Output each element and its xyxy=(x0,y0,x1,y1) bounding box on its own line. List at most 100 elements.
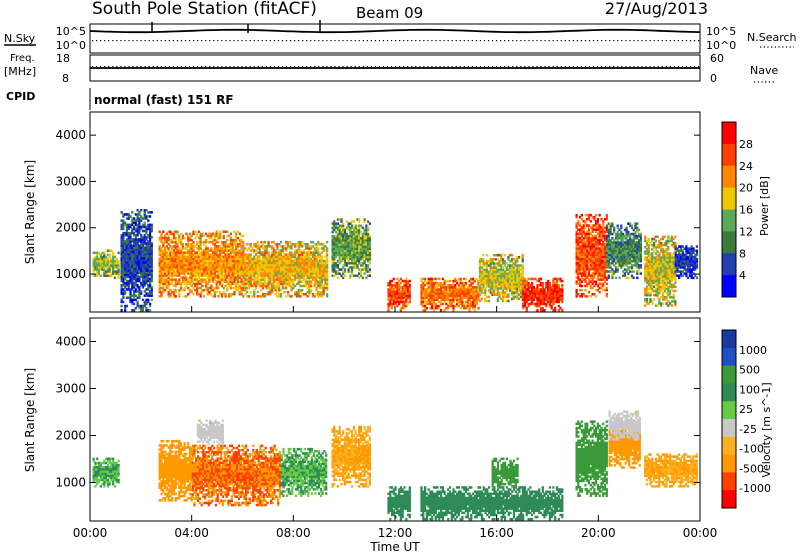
nsearch-point xyxy=(516,40,517,41)
power-echo-cell xyxy=(507,294,509,297)
nave-point xyxy=(391,66,392,67)
nave-point xyxy=(540,66,541,67)
nave-point xyxy=(633,66,634,67)
power-echo-cell xyxy=(531,282,533,285)
freq-label-line1: Freq. xyxy=(10,53,35,64)
nsearch-point xyxy=(237,40,238,41)
nsearch-point xyxy=(540,40,541,41)
nsearch-point xyxy=(145,40,146,41)
nave-point xyxy=(250,66,251,67)
power-echo-cell xyxy=(100,275,102,278)
nave-point xyxy=(480,66,481,67)
nsearch-point xyxy=(674,40,675,41)
nave-point xyxy=(411,66,412,67)
nsearch-point xyxy=(241,40,242,41)
nave-point xyxy=(383,66,384,67)
nsky-trace xyxy=(90,30,700,32)
nsearch-point xyxy=(322,40,323,41)
power-echo-cell xyxy=(176,231,178,234)
nave-point xyxy=(161,66,162,67)
nsearch-point xyxy=(338,40,339,41)
power-echo-cell xyxy=(549,282,551,285)
nsearch-point xyxy=(645,40,646,41)
power-echo-cell xyxy=(576,214,578,217)
nsearch-point xyxy=(609,40,610,41)
nsearch-point xyxy=(136,40,137,41)
nsearch-point xyxy=(633,40,634,41)
nave-point xyxy=(496,66,497,67)
nsearch-point xyxy=(585,40,586,41)
nsearch-point xyxy=(246,40,247,41)
nave-label: Nave xyxy=(750,64,778,77)
nave-point xyxy=(662,66,663,67)
nsearch-point xyxy=(363,40,364,41)
nave-point xyxy=(326,66,327,67)
beam-label: Beam 09 xyxy=(356,4,423,22)
nave-tick-bottom: 0 xyxy=(710,72,717,85)
nsearch-point xyxy=(520,40,521,41)
power-echo-cells xyxy=(93,209,699,312)
power-echo-cell xyxy=(257,241,259,244)
nave-point xyxy=(258,66,259,67)
power-echo-cell xyxy=(465,278,467,281)
nave-point xyxy=(569,66,570,67)
power-echo-cell xyxy=(149,309,151,312)
nsearch-point xyxy=(500,40,501,41)
nave-point xyxy=(694,66,695,67)
nave-point xyxy=(565,66,566,67)
power-echo-cell xyxy=(250,243,252,246)
nsearch-point xyxy=(605,40,606,41)
nave-point xyxy=(456,66,457,67)
nsky-panel: N.Sky 10^5 10^0 10^5 10^0 N.Search xyxy=(4,20,797,53)
power-echo-cell xyxy=(162,231,164,234)
nsearch-point xyxy=(209,40,210,41)
nave-point xyxy=(690,66,691,67)
power-echo-cell xyxy=(151,299,153,302)
power-echo-cell xyxy=(280,241,282,244)
nave-point xyxy=(197,66,198,67)
nsearch-point xyxy=(250,40,251,41)
power-echo-cell xyxy=(369,275,371,278)
nave-point xyxy=(379,66,380,67)
nave-point xyxy=(363,66,364,67)
nave-point xyxy=(92,66,93,67)
power-echo-cell xyxy=(217,241,219,244)
nave-point xyxy=(221,66,222,67)
nsearch-point xyxy=(189,40,190,41)
nsearch-point xyxy=(112,40,113,41)
power-echo-cell xyxy=(201,285,203,288)
power-echo-cell xyxy=(147,299,149,302)
nave-point xyxy=(605,66,606,67)
nave-point xyxy=(476,66,477,67)
nsearch-point xyxy=(480,40,481,41)
nave-point xyxy=(104,66,105,67)
nsky-tick-bottom: 10^0 xyxy=(56,39,86,52)
cpid-label: CPID xyxy=(6,90,35,103)
nave-point xyxy=(395,66,396,67)
nave-point xyxy=(136,66,137,67)
nsearch-point xyxy=(387,40,388,41)
nave-point xyxy=(427,66,428,67)
nave-point xyxy=(274,66,275,67)
power-echo-cell xyxy=(488,300,490,303)
nsearch-point xyxy=(213,40,214,41)
nsearch-point xyxy=(621,40,622,41)
nave-point xyxy=(189,66,190,67)
nsearch-point xyxy=(553,40,554,41)
nave-point xyxy=(670,66,671,67)
nsky-label: N.Sky xyxy=(4,32,36,45)
nsearch-point xyxy=(96,40,97,41)
nsearch-point xyxy=(233,40,234,41)
nsearch-point xyxy=(654,40,655,41)
power-echo-cell xyxy=(118,252,120,255)
nsearch-point xyxy=(617,40,618,41)
nave-point xyxy=(306,66,307,67)
power-echo-cell xyxy=(440,309,442,312)
power-echo-cell xyxy=(140,290,142,293)
nsearch-point xyxy=(532,40,533,41)
nave-point xyxy=(213,66,214,67)
power-echo-cell xyxy=(250,253,252,256)
nsearch-point xyxy=(286,40,287,41)
nsearch-point xyxy=(460,40,461,41)
nave-point xyxy=(347,66,348,67)
